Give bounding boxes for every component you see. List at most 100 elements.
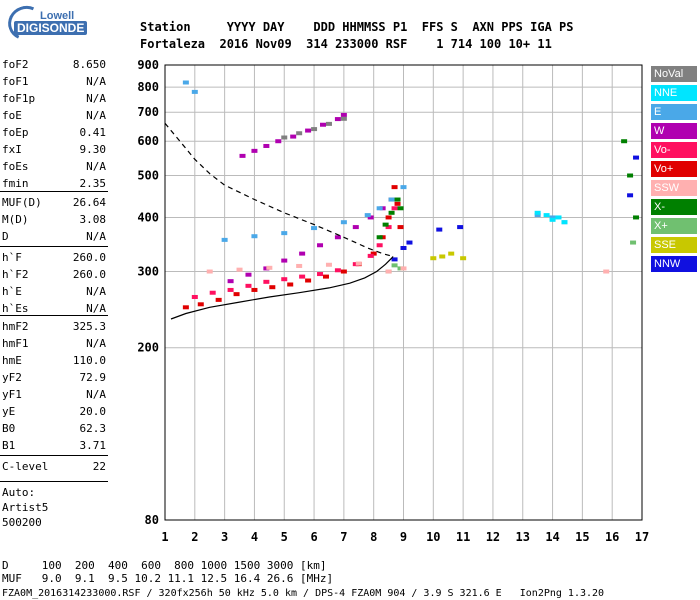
param-key: foF2 <box>2 58 29 71</box>
param-hmf1: hmF1 N/A <box>2 337 106 351</box>
echo-point <box>290 134 297 139</box>
header-labels: Station YYYY DAY DDD HHMMSS P1 FFS S AXN… <box>140 20 574 34</box>
echo-point <box>197 302 204 307</box>
param-key: h`Es <box>2 302 29 315</box>
param-b1: B1 3.71 <box>2 439 106 453</box>
echo-point <box>334 268 341 273</box>
echo-point <box>439 254 446 259</box>
echo-point <box>376 235 383 240</box>
param-key: foF1 <box>2 75 29 88</box>
echo-point <box>391 206 398 211</box>
echo-point <box>334 235 341 240</box>
echo-point <box>227 279 234 284</box>
echo-point <box>311 226 318 231</box>
legend-item-ssw: SSW <box>651 180 697 196</box>
echo-point <box>448 251 455 256</box>
y-tick-labels: 80 200 300 400 500 600 700 800 900 <box>137 58 159 527</box>
param-hf2: h`F2 260.0 <box>2 268 106 282</box>
echo-point <box>376 206 383 211</box>
echo-point <box>549 217 556 222</box>
y-tick-label: 80 <box>145 513 159 527</box>
echo-point <box>266 265 273 270</box>
echo-point <box>549 215 556 220</box>
echo-point <box>296 263 303 268</box>
y-tick-label: 900 <box>137 58 159 72</box>
echo-point <box>340 112 347 117</box>
echo-point <box>182 305 189 310</box>
param-value: 8.650 <box>72 58 106 71</box>
echo-point <box>275 139 282 144</box>
echo-point <box>233 292 240 297</box>
param-value: N/A <box>86 388 106 401</box>
echo-point <box>391 263 398 268</box>
echo-point <box>400 245 407 250</box>
legend-item-w: W <box>651 123 697 139</box>
legend-item-noval: NoVal <box>651 66 697 82</box>
echo-point <box>621 139 628 144</box>
param-foe: foE N/A <box>2 109 106 123</box>
legend-item-x: X- <box>651 199 697 215</box>
header-values: Fortaleza 2016 Nov09 314 233000 RSF 1 71… <box>140 37 552 51</box>
echo-point <box>406 240 413 245</box>
logo-text-lowell: Lowell <box>40 10 75 22</box>
echo-point <box>555 215 562 220</box>
param-key: foEp <box>2 126 29 139</box>
x-tick-label: 2 <box>191 530 198 544</box>
param-key: foEs <box>2 160 29 173</box>
echo-points <box>182 80 640 310</box>
echo-point <box>251 287 258 292</box>
echo-point <box>436 227 443 232</box>
param-key: h`F2 <box>2 268 29 281</box>
x-tick-label: 12 <box>486 530 500 544</box>
param-value: 9.30 <box>79 143 107 156</box>
echo-point <box>239 153 246 158</box>
echo-point <box>534 210 541 215</box>
param-mufd: MUF(D) 26.64 <box>2 196 106 210</box>
param-fxi: fxI 9.30 <box>2 143 106 157</box>
legend-item-x: X+ <box>651 218 697 234</box>
param-key: M(D) <box>2 213 29 226</box>
echo-point <box>245 283 252 288</box>
y-tick-label: 700 <box>137 105 159 119</box>
param-he: h`E N/A <box>2 285 106 299</box>
legend-item-nnw: NNW <box>651 256 697 272</box>
param-value: 20.0 <box>79 405 107 418</box>
param-hmf2: hmF2 325.3 <box>2 320 106 334</box>
plot-frame <box>164 64 643 521</box>
param-key: B1 <box>2 439 16 452</box>
echo-point <box>191 89 198 94</box>
logo-text-digisonde: DIGISONDE <box>14 21 88 35</box>
echo-point <box>394 197 401 202</box>
echo-point <box>370 251 377 256</box>
param-hes: h`Es N/A <box>2 302 106 316</box>
param-key: h`F <box>2 251 22 264</box>
echo-point <box>352 225 359 230</box>
echo-point <box>385 225 392 230</box>
x-tick-label: 16 <box>605 530 619 544</box>
param-yf2: yF2 72.9 <box>2 371 106 385</box>
param-value: 26.64 <box>72 196 106 209</box>
echo-point <box>367 215 374 220</box>
param-value: N/A <box>86 75 106 88</box>
param-separator <box>0 455 108 456</box>
param-key: fxI <box>2 143 22 156</box>
param-fof2: foF2 8.650 <box>2 58 106 72</box>
echo-point <box>245 272 252 277</box>
y-tick-label: 600 <box>137 134 159 148</box>
echo-point <box>269 285 276 290</box>
echo-point <box>430 256 437 261</box>
x-tick-label: 13 <box>516 530 530 544</box>
param-value: N/A <box>86 160 106 173</box>
echo-point <box>251 234 258 239</box>
echo-point <box>236 267 243 272</box>
param-value: N/A <box>86 285 106 298</box>
param-key: hmF1 <box>2 337 29 350</box>
param-value: 260.0 <box>72 251 106 264</box>
echo-point <box>320 122 327 127</box>
echo-point <box>457 225 464 230</box>
param-value: N/A <box>86 302 106 315</box>
param-value: 72.9 <box>79 371 107 384</box>
param-key: B0 <box>2 422 16 435</box>
x-tick-label: 6 <box>310 530 317 544</box>
echo-point <box>603 269 610 274</box>
